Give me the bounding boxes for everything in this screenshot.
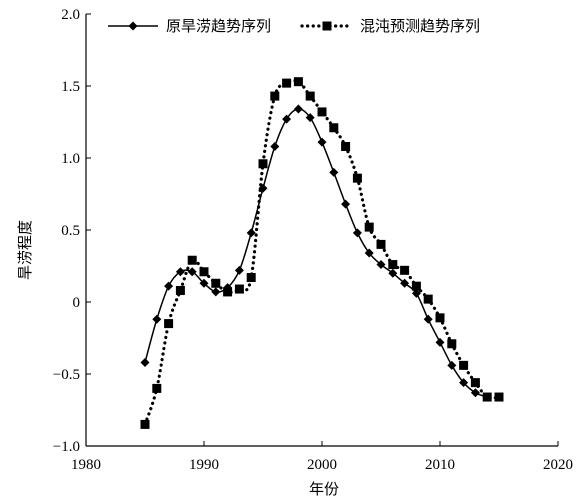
- data-point: [317, 107, 327, 117]
- data-point: [282, 78, 292, 88]
- data-point: [459, 360, 469, 370]
- data-point: [152, 383, 162, 393]
- data-point: [388, 260, 398, 270]
- series-1: [140, 104, 492, 402]
- data-point: [199, 267, 209, 277]
- data-point: [140, 357, 150, 367]
- data-point: [494, 392, 504, 402]
- y-tick-label: −0.5: [53, 367, 80, 383]
- data-point: [282, 114, 292, 124]
- x-tick-label: 1990: [189, 457, 219, 473]
- data-point: [423, 294, 433, 304]
- series-line: [143, 78, 501, 426]
- data-point: [187, 255, 197, 265]
- x-axis-title: 年份: [309, 480, 339, 498]
- x-tick-label: 2000: [307, 457, 337, 473]
- data-point: [175, 267, 185, 277]
- data-point: [435, 313, 445, 323]
- x-tick-label: 2020: [543, 457, 573, 473]
- data-point: [447, 360, 457, 370]
- legend-item-2: 混沌预测趋势序列: [300, 17, 480, 35]
- data-point: [364, 248, 374, 258]
- data-point: [470, 378, 480, 388]
- data-point: [187, 267, 197, 277]
- data-point: [223, 287, 233, 297]
- data-point: [364, 222, 374, 232]
- x-tick-label: 2010: [425, 457, 455, 473]
- data-point: [352, 228, 362, 238]
- data-point: [423, 314, 433, 324]
- data-point: [435, 337, 445, 347]
- y-tick-label: 0: [73, 295, 81, 311]
- legend-marker: [128, 21, 138, 31]
- data-point: [175, 285, 185, 295]
- data-point: [305, 91, 315, 101]
- data-point: [447, 339, 457, 349]
- data-point: [270, 91, 280, 101]
- data-point: [152, 314, 162, 324]
- legend-marker: [322, 21, 332, 31]
- y-tick-label: 1.0: [61, 151, 80, 167]
- data-point: [376, 260, 386, 270]
- data-point: [329, 123, 339, 133]
- data-point: [459, 378, 469, 388]
- data-point: [376, 239, 386, 249]
- series-2: [140, 77, 504, 429]
- axes: −1.0 −0.5 0 0.5 1.0 1.5 2.0 1980 1990 2000 2010 202…: [53, 7, 573, 473]
- data-point: [199, 278, 209, 288]
- data-point: [388, 268, 398, 278]
- data-point: [470, 388, 480, 398]
- y-axis-title: 旱涝程度: [16, 220, 34, 280]
- data-point: [234, 284, 244, 294]
- data-point: [400, 265, 410, 275]
- data-point: [246, 228, 256, 238]
- data-point: [341, 199, 351, 209]
- y-tick-label: 1.5: [61, 79, 80, 95]
- legend-label: 原旱涝趋势序列: [166, 17, 271, 35]
- y-tick-label: 0.5: [61, 223, 80, 239]
- data-point: [234, 265, 244, 275]
- data-point: [270, 141, 280, 151]
- data-point: [411, 281, 421, 291]
- data-point: [482, 392, 492, 402]
- data-point: [293, 77, 303, 87]
- x-tick-label: 1980: [71, 457, 101, 473]
- legend: 原旱涝趋势序列 混沌预测趋势序列: [108, 17, 480, 35]
- series-layer: [140, 77, 504, 429]
- data-point: [400, 278, 410, 288]
- data-point: [293, 104, 303, 114]
- data-point: [164, 319, 174, 329]
- data-point: [411, 288, 421, 298]
- data-point: [211, 278, 221, 288]
- data-point: [211, 287, 221, 297]
- legend-label: 混沌预测趋势序列: [360, 17, 480, 35]
- data-point: [246, 273, 256, 283]
- series-line: [144, 108, 488, 398]
- legend-item-1: 原旱涝趋势序列: [108, 17, 271, 35]
- data-point: [305, 113, 315, 123]
- y-tick-label: 2.0: [61, 7, 80, 23]
- data-point: [164, 281, 174, 291]
- y-tick-label: −1.0: [53, 439, 80, 455]
- data-point: [341, 141, 351, 151]
- data-point: [352, 173, 362, 183]
- data-point: [317, 137, 327, 147]
- data-point: [140, 419, 150, 429]
- data-point: [329, 167, 339, 177]
- data-point: [258, 159, 268, 169]
